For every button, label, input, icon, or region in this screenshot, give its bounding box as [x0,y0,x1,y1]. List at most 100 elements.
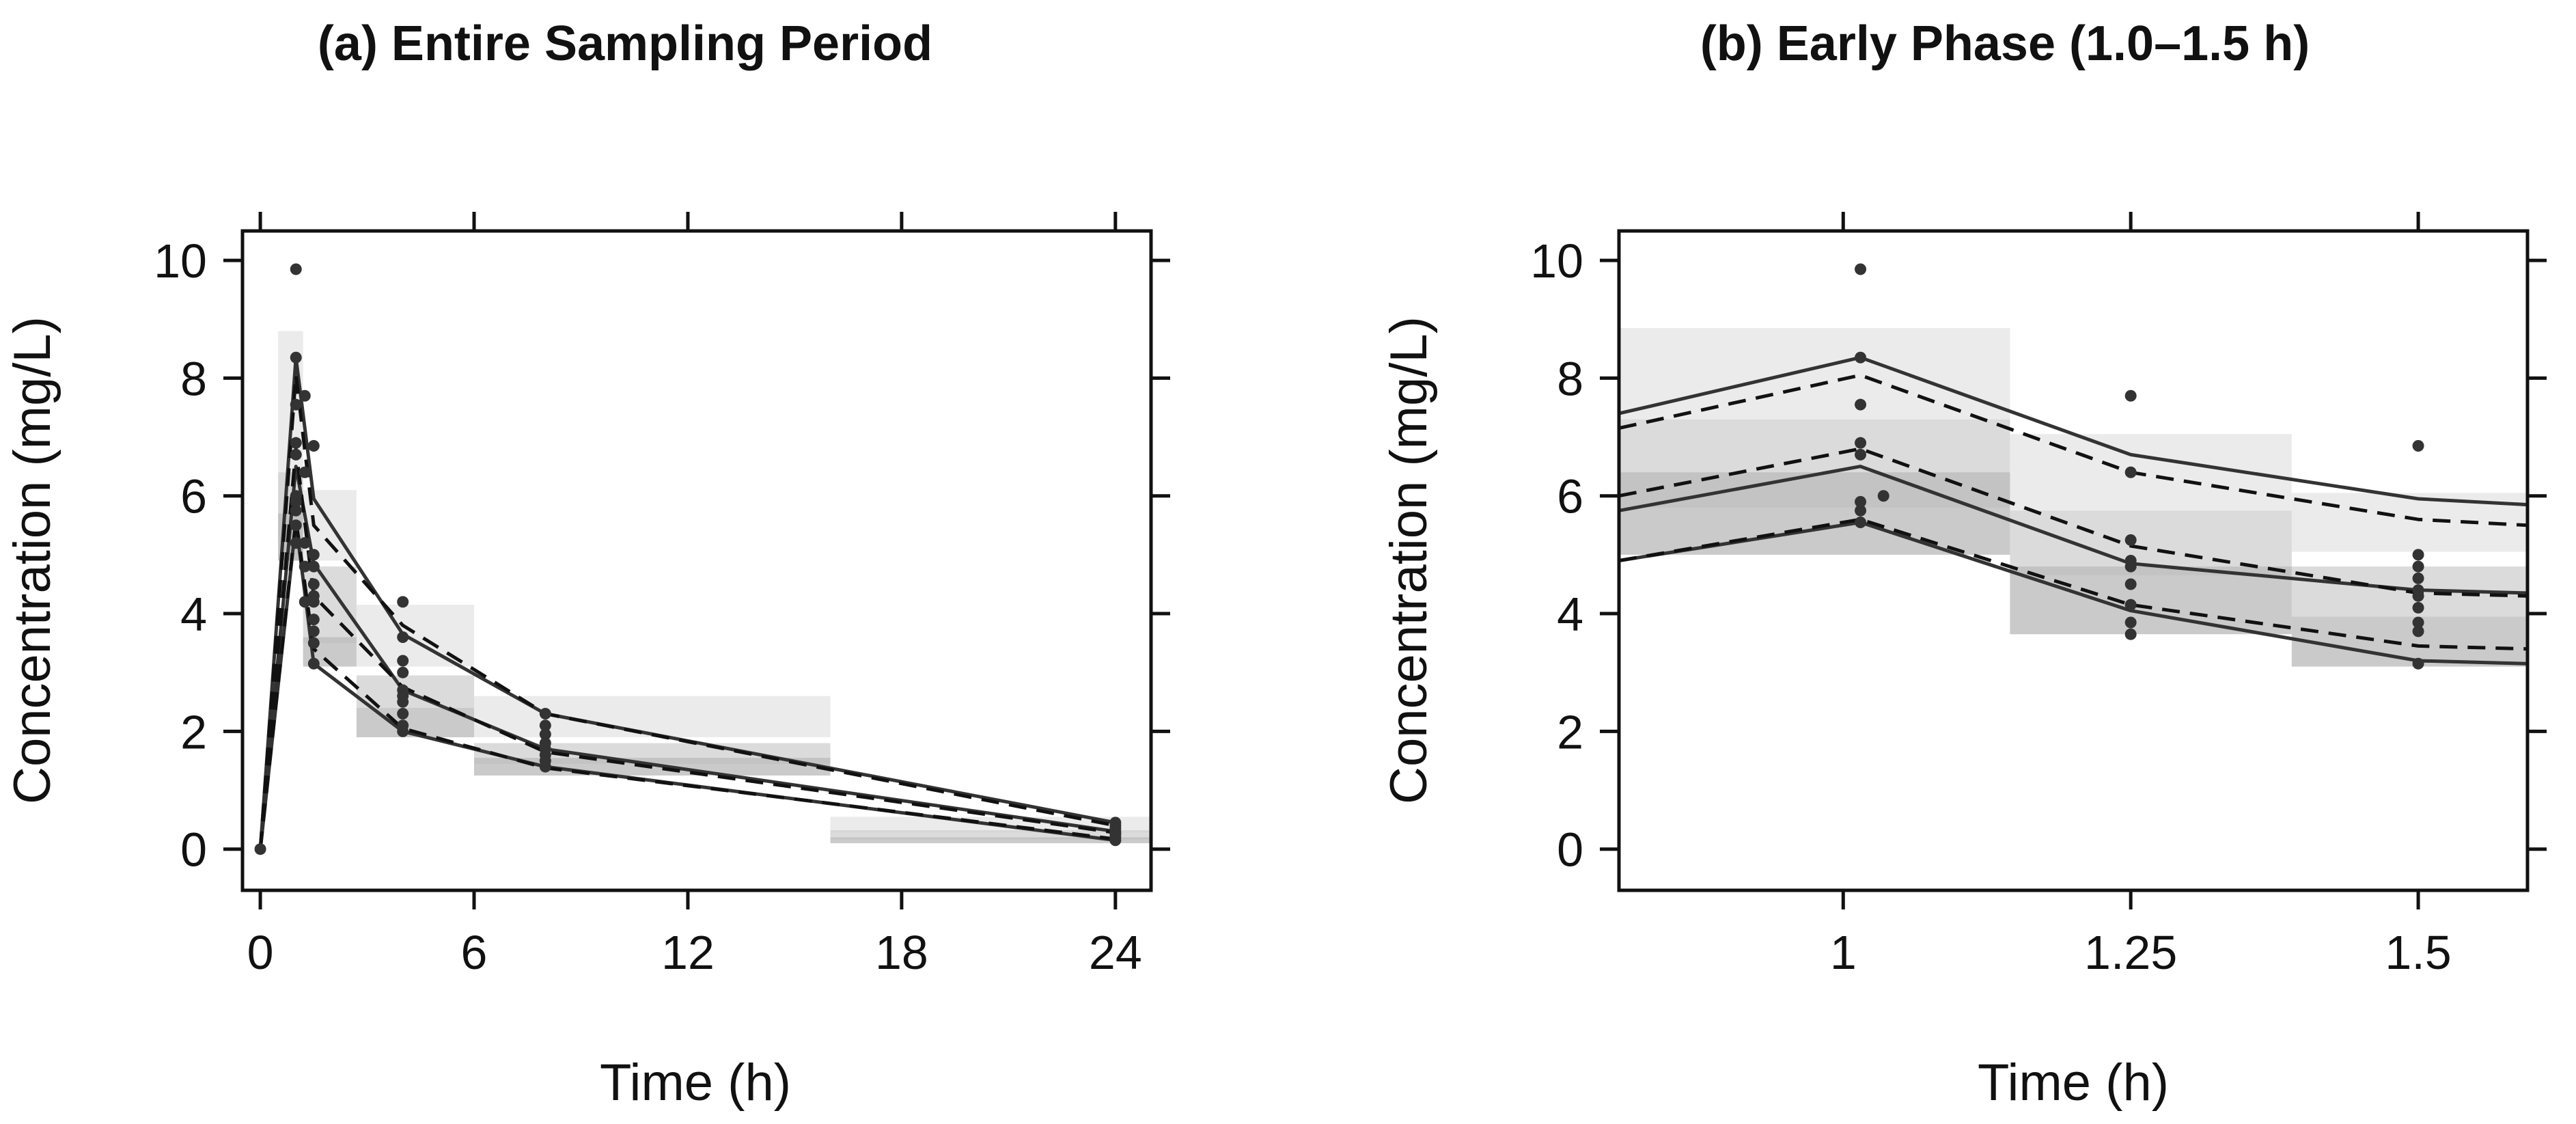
panel-a-data-point [397,708,409,720]
panel-a-data-point [397,655,409,667]
panel-a-x-tick-label: 0 [247,926,274,979]
panel-b-solid-line-2 [1618,521,2528,666]
panel-b-y-tick-label: 8 [1557,352,1583,405]
panel-a-y-tick-label: 2 [180,705,207,758]
panel-a-data-point [299,389,311,402]
panel-b-data-point [2412,625,2424,638]
panel-b-data-point [2124,560,2137,573]
panel-a-y-tick-label: 8 [180,352,207,405]
panel-b-data-point [2412,549,2424,561]
panel-b-y-axis-label: Concentration (mg/L) [1380,316,1438,804]
panel-b-data-point [2124,628,2137,640]
panel-a-dashed-line-3 [258,373,1116,849]
panel-b-x-tick-label: 1.25 [2084,926,2177,979]
panel-a-band-middle [830,830,1151,840]
panel-b-data-point [1855,504,1867,517]
panel-a-data-point [307,625,320,638]
panel-a-data-point [290,398,302,411]
panel-a-data-point [299,537,311,549]
panel-b-data-point [1855,495,1867,508]
panel-a-data-point [397,596,409,608]
panel-a-data-point [1109,834,1122,847]
panel-a-x-tick-label: 6 [461,926,488,979]
panel-b-data-point [2124,389,2137,402]
panel-b-chart: (b) Early Phase (1.0–1.5 h) Time (h) Con… [1380,16,2547,1112]
panel-a-x-tick-label: 18 [875,926,928,979]
panel-a-x-axis-label: Time (h) [600,1054,791,1112]
panel-a-chart: (a) Entire Sampling Period Time (h) Conc… [3,16,1170,1112]
panel-a-data-point [307,657,320,670]
panel-b-band-inner [1619,472,2010,555]
panel-b-data-point [1855,516,1867,528]
panel-b-data-point [2412,601,2424,614]
panel-a-data-point [539,719,551,732]
panel-b-y-tick-label: 4 [1557,588,1583,641]
panel-b-data-point [2412,560,2424,573]
panel-b-title: (b) Early Phase (1.0–1.5 h) [1700,16,2310,71]
panel-b-y-tick-label: 10 [1530,234,1583,288]
panel-a-data-point [290,519,302,532]
panel-b-data-point [2412,616,2424,629]
panel-a-data-point [299,560,311,573]
panel-b-data-point [2412,439,2424,452]
panel-a-data-point [299,466,311,478]
panel-a-data-point [299,596,311,608]
panel-a-band-outer [474,696,831,737]
panel-a-y-tick-label: 4 [180,588,207,641]
panel-a-data-point [254,843,266,855]
panel-a-data-point [307,439,320,452]
panel-a-plot-frame [240,229,1153,892]
panel-a-data-point [539,708,551,720]
panel-b-data-point [2412,657,2424,670]
panel-a-data-point [290,437,302,449]
panel-a-data-point [539,728,551,741]
panel-a-data-point [290,263,302,275]
panel-a-data-point [290,495,302,508]
panel-b-data-point [1855,351,1867,364]
panel-b-data-point [2124,466,2137,478]
panel-b-y-tick-label: 6 [1557,470,1583,523]
panel-b-x-tick-label: 1 [1830,926,1857,979]
panel-a-data-point [307,637,320,649]
panel-a-y-axis-label: Concentration (mg/L) [3,316,61,804]
panel-a-data-point [290,351,302,364]
panel-b-x-axis-label: Time (h) [1978,1054,2169,1112]
panel-b-data-point [2124,599,2137,611]
panel-b-data-point [1877,490,1889,502]
panel-b-data-point [2124,534,2137,546]
panel-b-dashed-line-4 [1618,447,2528,598]
panel-b-data-point [2124,578,2137,590]
panel-a-data-point [397,666,409,678]
panel-b-data-point [1855,437,1867,449]
panel-b-data-point [2412,590,2424,602]
panel-b-band-outer [1619,328,2010,420]
panel-a-x-tick-label: 24 [1089,926,1142,979]
panel-a-data-point [397,725,409,737]
panel-a-title: (a) Entire Sampling Period [318,16,932,71]
panel-b-data-point [1855,263,1867,275]
panel-a-data-point [397,696,409,708]
panel-b-data-point [2124,616,2137,629]
panel-a-data-point [290,448,302,461]
panel-a-y-tick-label: 6 [180,470,207,523]
panel-a-data-point [307,596,320,608]
panel-b-data-point [2412,572,2424,584]
panel-a-data-point [307,614,320,626]
panel-a-data-point [539,760,551,773]
panel-b-data-point [1855,448,1867,461]
panel-b-y-tick-label: 0 [1557,823,1583,877]
panel-b-x-tick-label: 1.5 [2385,926,2451,979]
panel-a-dashed-line-5 [258,517,1116,849]
panel-b-y-tick-label: 2 [1557,705,1583,758]
panel-a-y-tick-label: 10 [154,234,207,288]
panel-a-band-inner [830,837,1151,844]
panel-b-data-point [1855,398,1867,411]
panel-a-dashed-line-4 [258,447,1116,849]
panel-a-x-tick-label: 12 [661,926,715,979]
panel-a-data-point [307,578,320,590]
panel-b-dashed-line-5 [1618,517,2528,651]
panel-b-band-inner [2010,566,2292,635]
panel-a-data-point [290,537,302,549]
panel-b-solid-line-0 [1618,355,2528,507]
